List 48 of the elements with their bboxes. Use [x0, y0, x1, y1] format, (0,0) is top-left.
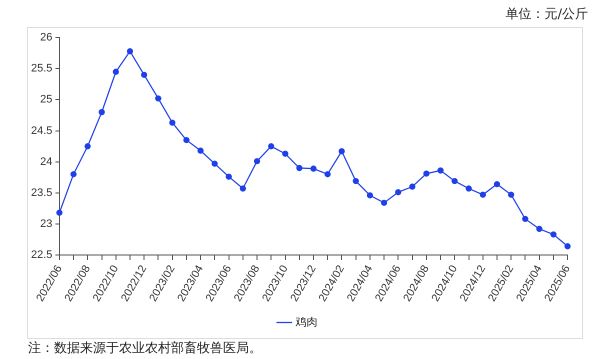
y-tick-label: 23 [40, 218, 52, 230]
point [352, 178, 359, 184]
point [155, 95, 162, 102]
point [282, 150, 288, 157]
point [70, 171, 77, 178]
point [423, 170, 430, 177]
point [197, 148, 204, 154]
point [508, 192, 514, 198]
point [494, 181, 500, 188]
y-tick-label: 25.5 [30, 62, 52, 75]
point [268, 143, 274, 150]
point [480, 192, 486, 198]
point [564, 243, 571, 250]
point [169, 120, 176, 126]
point [212, 160, 218, 167]
point [452, 178, 458, 184]
point [324, 171, 331, 178]
point [84, 143, 91, 150]
point [409, 184, 416, 190]
point [550, 231, 557, 238]
y-tick-label: 23.5 [30, 186, 52, 199]
y-axis-title: 单位：元/公斤 [506, 6, 588, 23]
point [254, 158, 260, 164]
y-tick-label: 26 [40, 32, 52, 44]
text: 注：数据来源于农业农村部畜牧兽医局。 [28, 340, 262, 357]
y-tick-label: 24.5 [30, 124, 52, 137]
point [536, 226, 542, 232]
point [522, 216, 528, 222]
point [240, 185, 246, 192]
point [380, 200, 388, 206]
point [226, 174, 232, 180]
point [112, 68, 119, 75]
point [98, 109, 105, 116]
point [437, 167, 444, 174]
point [366, 192, 374, 198]
legend-label: 鸡肉 [294, 316, 318, 329]
point [395, 189, 402, 196]
y-tick-label: 24 [40, 156, 52, 168]
point [183, 136, 190, 144]
y-tick-label: 25 [40, 94, 52, 106]
point [338, 148, 345, 154]
y-tick-label: 22.5 [30, 248, 52, 261]
point [310, 166, 317, 172]
point [296, 164, 302, 172]
point [126, 48, 134, 54]
point [56, 210, 63, 216]
point [141, 72, 148, 78]
point [466, 185, 472, 192]
